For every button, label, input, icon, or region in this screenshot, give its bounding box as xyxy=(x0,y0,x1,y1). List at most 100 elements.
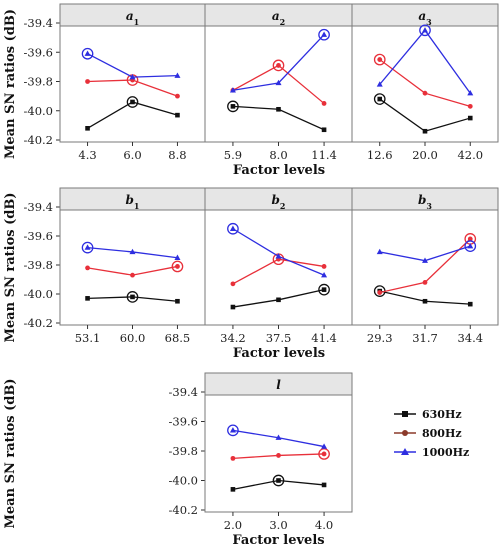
panel-label-subscript: 1 xyxy=(134,17,140,27)
data-point-1000Hz xyxy=(422,257,428,263)
x-tick-label: 2.0 xyxy=(224,518,242,532)
x-tick-label: 6.0 xyxy=(123,148,141,162)
data-point-630Hz xyxy=(321,482,327,488)
x-tick-label: 68.5 xyxy=(165,331,191,345)
optimum-marker-1000Hz xyxy=(81,241,94,254)
x-tick-label: 5.9 xyxy=(224,148,242,162)
data-point-1000Hz xyxy=(275,79,282,86)
optimum-marker-1000Hz xyxy=(419,24,431,37)
x-tick-label: 31.7 xyxy=(412,331,438,345)
optimum-marker-800Hz xyxy=(272,59,285,72)
data-point-1000Hz xyxy=(376,81,383,87)
x-axis-label: Factor levels xyxy=(232,533,324,548)
data-point-630Hz xyxy=(130,294,135,300)
x-tick-label: 4.3 xyxy=(78,148,96,162)
data-point-1000Hz xyxy=(174,254,181,260)
data-point-800Hz xyxy=(230,455,236,461)
legend-label-800Hz: 800Hz xyxy=(422,427,462,440)
x-tick-label: 8.8 xyxy=(168,148,186,162)
y-tick-label: -40.0 xyxy=(24,287,54,301)
data-point-630Hz xyxy=(175,112,180,118)
y-tick-label: -39.4 xyxy=(24,16,54,30)
optimum-marker-630Hz xyxy=(126,96,139,108)
optimum-marker-630Hz xyxy=(272,474,285,487)
x-tick-label: 3.0 xyxy=(269,518,287,532)
panel-label-subscript: 3 xyxy=(426,17,432,27)
y-tick-label: -39.6 xyxy=(24,229,54,243)
data-point-800Hz xyxy=(276,453,281,458)
legend-marker-630Hz xyxy=(402,411,408,417)
data-point-630Hz xyxy=(175,298,180,304)
panel-label-subscript: 1 xyxy=(134,201,140,211)
data-point-800Hz xyxy=(467,103,473,109)
data-point-1000Hz xyxy=(84,50,91,56)
data-point-630Hz xyxy=(85,296,90,301)
data-point-1000Hz xyxy=(467,242,474,249)
panel-plot-area xyxy=(351,209,499,326)
y-axis-label: Mean SN ratios (dB) xyxy=(3,379,18,529)
x-tick-label: 20.0 xyxy=(412,148,438,162)
x-tick-label: 60.0 xyxy=(120,331,146,345)
data-point-630Hz xyxy=(321,127,327,133)
data-point-630Hz xyxy=(276,478,281,483)
optimum-marker-630Hz xyxy=(227,100,239,113)
data-point-1000Hz xyxy=(275,253,282,259)
data-point-630Hz xyxy=(422,298,428,304)
data-point-630Hz xyxy=(321,287,327,292)
data-point-630Hz xyxy=(467,301,473,307)
data-point-800Hz xyxy=(85,79,90,84)
x-tick-label: 34.4 xyxy=(457,331,483,345)
panel-label: l xyxy=(276,378,281,392)
data-point-1000Hz xyxy=(229,225,236,231)
data-point-800Hz xyxy=(321,101,327,106)
data-point-630Hz xyxy=(276,297,281,303)
optimum-marker-630Hz xyxy=(373,93,386,105)
optimum-marker-1000Hz xyxy=(464,240,477,252)
data-point-1000Hz xyxy=(321,443,328,449)
data-point-630Hz xyxy=(230,487,236,492)
optimum-marker-1000Hz xyxy=(227,424,239,437)
data-point-1000Hz xyxy=(467,90,474,96)
data-point-1000Hz xyxy=(129,73,136,80)
y-axis-label: Mean SN ratios (dB) xyxy=(3,9,18,159)
x-tick-label: 37.5 xyxy=(266,331,292,345)
legend-label-1000Hz: 1000Hz xyxy=(422,446,469,459)
optimum-marker-800Hz xyxy=(373,53,386,66)
legend-label-630Hz: 630Hz xyxy=(422,408,462,421)
data-point-1000Hz xyxy=(174,72,181,78)
panel-plot-area xyxy=(351,25,499,143)
data-point-800Hz xyxy=(175,93,180,99)
data-point-800Hz xyxy=(377,57,383,62)
x-tick-label: 8.0 xyxy=(269,148,287,162)
data-point-800Hz xyxy=(467,236,473,242)
legend-marker-1000Hz xyxy=(401,448,409,455)
data-point-630Hz xyxy=(467,115,473,121)
optimum-marker-630Hz xyxy=(126,291,139,303)
data-point-630Hz xyxy=(276,106,281,112)
data-point-800Hz xyxy=(321,264,327,269)
data-point-630Hz xyxy=(230,304,236,310)
panel-label-subscript: 3 xyxy=(426,201,432,211)
data-point-800Hz xyxy=(130,272,135,278)
x-tick-label: 42.0 xyxy=(457,148,483,162)
x-tick-label: 41.4 xyxy=(311,331,337,345)
y-tick-label: -39.6 xyxy=(169,415,199,429)
data-point-800Hz xyxy=(230,281,236,287)
panel-plot-area xyxy=(59,25,206,143)
y-tick-label: -40.0 xyxy=(169,474,199,488)
optimum-marker-630Hz xyxy=(318,283,330,296)
panel-label-subscript: 2 xyxy=(280,201,286,211)
data-point-1000Hz xyxy=(229,87,236,93)
legend-marker-800Hz xyxy=(402,430,408,436)
data-point-630Hz xyxy=(377,96,383,102)
data-point-630Hz xyxy=(130,99,135,105)
y-tick-label: -39.8 xyxy=(169,444,199,458)
y-tick-label: -40.0 xyxy=(24,104,54,118)
optimum-marker-1000Hz xyxy=(318,28,330,41)
data-point-1000Hz xyxy=(229,427,236,433)
panel-label-subscript: 2 xyxy=(280,17,286,27)
y-tick-label: -39.8 xyxy=(24,75,54,89)
data-point-1000Hz xyxy=(321,31,328,37)
data-point-1000Hz xyxy=(321,271,328,278)
x-tick-label: 4.0 xyxy=(315,518,333,532)
